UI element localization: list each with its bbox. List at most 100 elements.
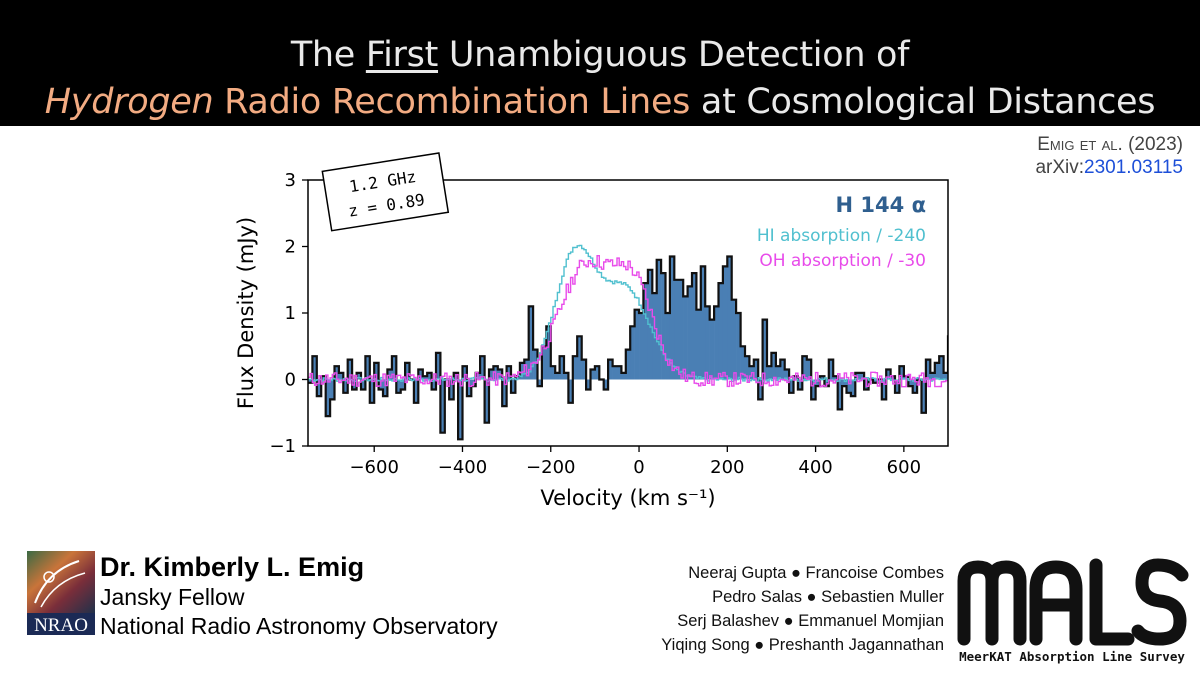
hi-series [308,244,948,383]
spectrum-bar [581,359,587,380]
spectrum-bar [921,379,927,413]
arxiv-link[interactable]: 2301.03115 [1084,157,1183,178]
spectrum-bar [997,366,1002,379]
x-tick-label: 600 [887,457,921,478]
spectrum-bar [727,256,733,380]
spectrum-bar [369,379,375,403]
spectrum-bar [564,372,569,380]
spectrum-bar [1169,380,1174,400]
legend-entry: H 144 α [836,193,926,217]
spectrum-bar [625,349,631,380]
spectrum-bar [722,266,728,380]
spectrum-bar [484,379,490,423]
spectrum-bar [767,366,772,380]
spectrum-bar [594,366,600,380]
spectrum-bar [943,372,948,380]
spectrum-bar [731,299,737,380]
spectrum-bar [1058,380,1063,390]
spectrum-bar [1019,380,1024,413]
spectrum-bar [400,379,406,390]
coauthor-line: Yiqing Song ● Preshanth Jagannathan [661,636,944,654]
spectrum-bar [1063,366,1068,379]
spectrum-bar [850,379,856,397]
spectrum-bar [1173,370,1178,380]
title-emphasis: Hydrogen [44,82,214,122]
spectrum-bar [541,346,547,380]
spectrum-bar [528,306,534,380]
page-title-line1: The First Unambiguous Detection of [0,35,1200,75]
spectrum-bar [961,343,966,380]
spectrum-bar [413,379,419,403]
spectrum-bar [966,370,971,380]
spectrum-bar [983,373,988,380]
spectrum-bar [639,313,644,380]
spectrum-bar [842,379,847,387]
frequency-annotation: 1.2 GHz z = 0.89 [321,152,450,232]
spectrum-bar [1147,380,1152,387]
spectrum-bar [383,379,388,397]
spectrum-bar [1014,380,1019,393]
spectrum-bar [1050,380,1055,393]
legend-entry: HI absorption / -240 [757,226,926,246]
spectrum-bar [347,359,353,380]
spectrum-bar [577,336,582,380]
y-tick-label: 3 [285,170,296,191]
spectrum-bar [568,379,574,403]
spectrum-bar [325,379,331,417]
spectrum-bar [992,380,997,410]
spectrum-bar [859,372,865,380]
x-tick-label: −600 [349,457,398,478]
title-text: Unambiguous Detection of [438,35,910,75]
spectrum-bar [1085,380,1090,387]
spectrum-bar [559,356,565,380]
spectrum-bar [789,379,794,393]
spectrum-bar [405,362,410,380]
spectrum-bar [1129,376,1134,379]
y-axis-label: Flux Density (mJy) [234,217,258,409]
spectrum-bar [1094,353,1099,380]
y-tick-label: 1 [285,303,296,324]
spectrum-bar [511,379,516,393]
spectrum-bar [356,372,362,380]
spectrum-bar [537,379,543,387]
spectrum-bar [572,356,578,380]
x-tick-label: −200 [526,457,575,478]
spectrum-bar [1036,380,1041,413]
spectrum-bar [718,283,724,380]
spectrum-bar [886,369,891,380]
spectrum-bar [1195,380,1200,437]
spectrum-bar [775,366,781,380]
spectrum-bar [1001,380,1006,393]
spectrum-bar [828,359,834,380]
spectrum-bar [952,353,957,380]
spectrum-bar [1072,356,1077,379]
speaker-org: National Radio Astronomy Observatory [100,613,498,639]
spectrum-bar [1032,380,1037,390]
spectrum-bar [811,379,816,400]
spectrum-bar [881,379,887,400]
spectrum-bar [899,366,905,380]
spectrum-bar [979,380,984,400]
spectrum-bar [427,372,432,380]
spectrum-bar [771,352,777,380]
spectrum-bar [661,273,666,380]
spectrum-bar [700,266,706,380]
spectrum-bar [820,376,825,380]
spectrum-bar [970,380,975,390]
spectrum-bar [312,356,318,380]
spectrum-bar [1164,380,1169,417]
spectrum-bar [630,326,635,380]
spectrum-bar [621,372,627,380]
spectrum-bar [338,372,344,380]
x-tick-label: 200 [710,457,744,478]
spectrum-bar [1089,380,1094,433]
mals-logo: MeerKAT Absorption Line Survey [957,558,1189,664]
y-axis: −1 0 1 2 3 [269,170,308,457]
spectrum-bar [1111,373,1116,380]
y-tick-label: 0 [285,370,296,391]
spectrum-bar [925,359,931,380]
legend: H 144 α HI absorption / -240 OH absorption… [757,193,926,271]
spectrum-bar [360,379,366,390]
page-title-line2: Hydrogen Radio Recombination Lines at Co… [0,82,1200,122]
spectrum-bar [555,372,560,380]
